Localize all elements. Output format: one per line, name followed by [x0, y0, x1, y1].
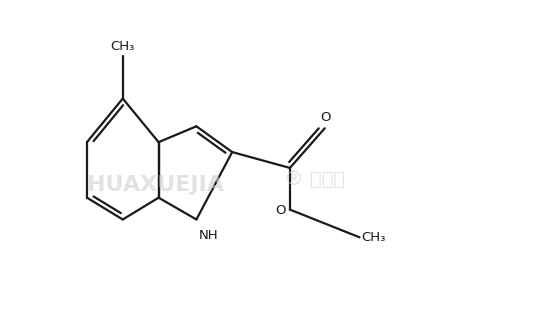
Text: O: O — [320, 111, 331, 124]
Text: CH₃: CH₃ — [361, 231, 386, 244]
Text: CH₃: CH₃ — [110, 40, 135, 53]
Text: ® 化学加: ® 化学加 — [284, 170, 345, 189]
Text: HUAXUEJIA: HUAXUEJIA — [87, 175, 224, 195]
Text: O: O — [275, 204, 286, 217]
Text: NH: NH — [199, 229, 218, 242]
